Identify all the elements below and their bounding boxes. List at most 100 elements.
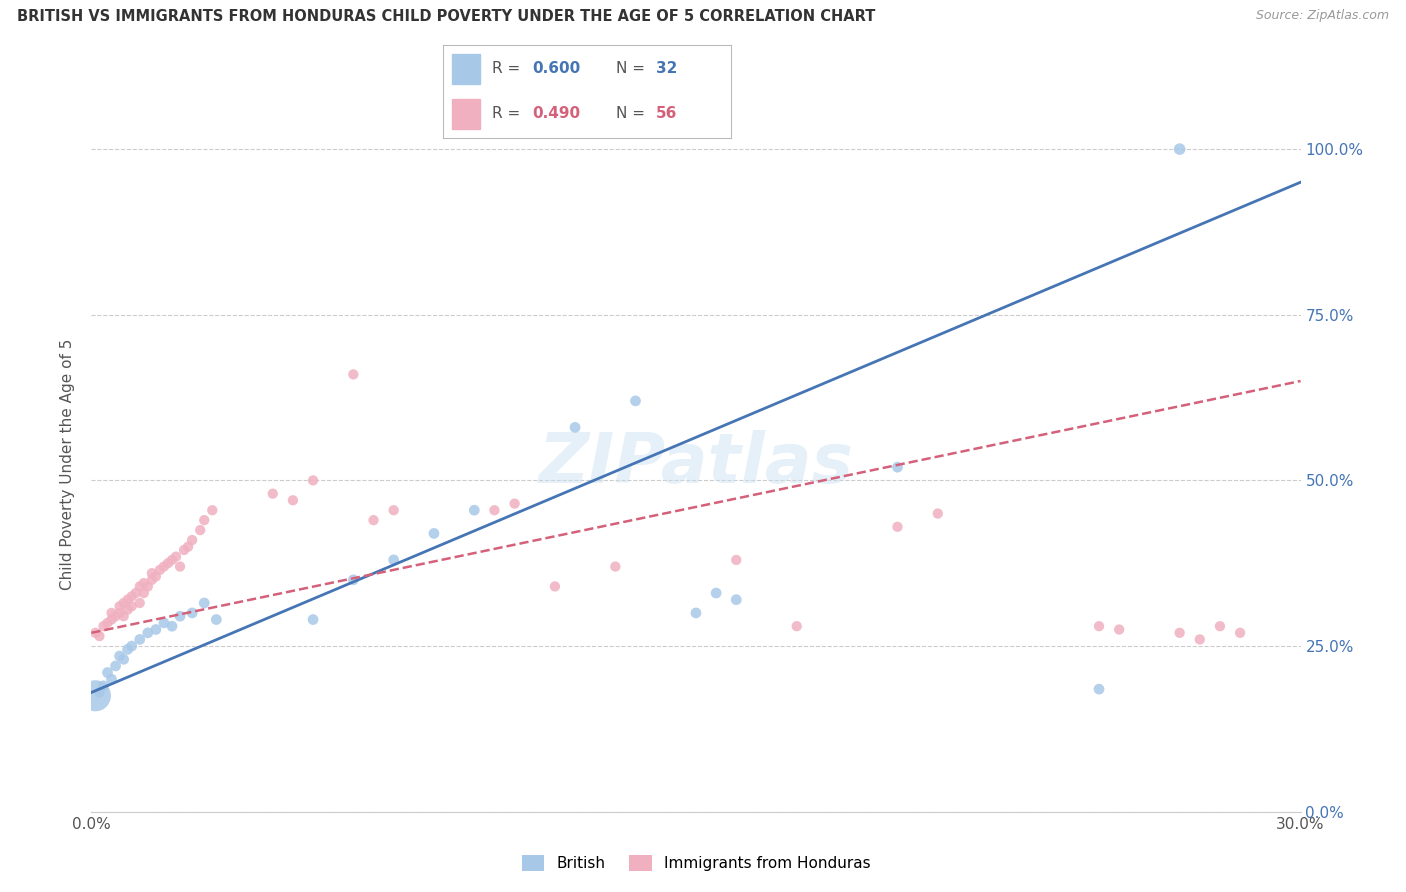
Point xyxy=(160,553,183,567)
Point xyxy=(886,460,908,475)
Point xyxy=(503,497,526,511)
Point xyxy=(112,652,135,666)
Point xyxy=(96,615,118,630)
Point xyxy=(302,474,325,488)
Point xyxy=(1088,619,1111,633)
Point xyxy=(117,642,139,657)
Point xyxy=(132,586,155,600)
Text: 0.600: 0.600 xyxy=(533,62,581,77)
Point xyxy=(886,520,908,534)
Point xyxy=(564,420,586,434)
Text: N =: N = xyxy=(616,106,650,121)
Point xyxy=(704,586,727,600)
Point xyxy=(153,559,176,574)
Point xyxy=(685,606,707,620)
Point xyxy=(624,393,647,408)
Text: R =: R = xyxy=(492,62,524,77)
Text: Source: ZipAtlas.com: Source: ZipAtlas.com xyxy=(1256,9,1389,22)
Point xyxy=(93,679,115,693)
Point xyxy=(136,625,159,640)
Point xyxy=(89,685,111,699)
Point xyxy=(193,596,215,610)
Point xyxy=(177,540,200,554)
Y-axis label: Child Poverty Under the Age of 5: Child Poverty Under the Age of 5 xyxy=(60,338,76,590)
Point xyxy=(160,619,183,633)
Text: N =: N = xyxy=(616,62,650,77)
Point xyxy=(89,629,111,643)
Point xyxy=(112,609,135,624)
Point xyxy=(262,486,284,500)
Point xyxy=(1168,142,1191,156)
Point xyxy=(1088,682,1111,697)
Point xyxy=(181,606,204,620)
Point xyxy=(93,619,115,633)
Point xyxy=(484,503,506,517)
Point xyxy=(84,689,107,703)
Point xyxy=(1209,619,1232,633)
Point xyxy=(786,619,808,633)
Text: 56: 56 xyxy=(657,106,678,121)
Point xyxy=(463,503,485,517)
Point xyxy=(108,599,131,614)
Point xyxy=(181,533,204,547)
Point xyxy=(382,503,405,517)
Point xyxy=(132,576,155,591)
Point xyxy=(145,623,167,637)
Point xyxy=(363,513,385,527)
Point xyxy=(136,579,159,593)
Point xyxy=(725,592,748,607)
Point xyxy=(1188,632,1211,647)
Point xyxy=(156,556,179,570)
Point xyxy=(281,493,304,508)
Point xyxy=(128,579,150,593)
Point xyxy=(725,553,748,567)
Point xyxy=(544,579,567,593)
Point xyxy=(169,609,191,624)
Point xyxy=(342,368,364,382)
Point xyxy=(153,615,176,630)
Point xyxy=(121,590,143,604)
Point xyxy=(1168,625,1191,640)
Text: 32: 32 xyxy=(657,62,678,77)
Point xyxy=(169,559,191,574)
Point xyxy=(104,659,127,673)
Point xyxy=(121,639,143,653)
Legend: British, Immigrants from Honduras: British, Immigrants from Honduras xyxy=(516,849,876,877)
Point xyxy=(128,596,150,610)
Point xyxy=(96,665,118,680)
Point xyxy=(84,625,107,640)
Point xyxy=(302,613,325,627)
Point xyxy=(121,599,143,614)
Point xyxy=(141,573,163,587)
Point xyxy=(382,553,405,567)
Point xyxy=(423,526,446,541)
Point xyxy=(201,503,224,517)
Point xyxy=(128,632,150,647)
Point xyxy=(165,549,187,564)
Point xyxy=(205,613,228,627)
Point xyxy=(145,569,167,583)
Text: ZIPatlas: ZIPatlas xyxy=(538,430,853,498)
Point xyxy=(117,592,139,607)
Point xyxy=(108,648,131,663)
Point xyxy=(108,606,131,620)
Point xyxy=(1108,623,1130,637)
Point xyxy=(112,596,135,610)
Text: 0.490: 0.490 xyxy=(533,106,581,121)
Point xyxy=(605,559,627,574)
FancyBboxPatch shape xyxy=(451,99,481,129)
FancyBboxPatch shape xyxy=(451,54,481,84)
Point xyxy=(149,563,172,577)
Point xyxy=(342,573,364,587)
Text: BRITISH VS IMMIGRANTS FROM HONDURAS CHILD POVERTY UNDER THE AGE OF 5 CORRELATION: BRITISH VS IMMIGRANTS FROM HONDURAS CHIL… xyxy=(17,9,876,24)
Point xyxy=(104,609,127,624)
Point xyxy=(125,586,148,600)
Point xyxy=(173,543,195,558)
Point xyxy=(193,513,215,527)
Point xyxy=(117,602,139,616)
Point xyxy=(100,613,122,627)
Point xyxy=(927,507,949,521)
Point xyxy=(141,566,163,581)
Point xyxy=(100,606,122,620)
Text: R =: R = xyxy=(492,106,524,121)
